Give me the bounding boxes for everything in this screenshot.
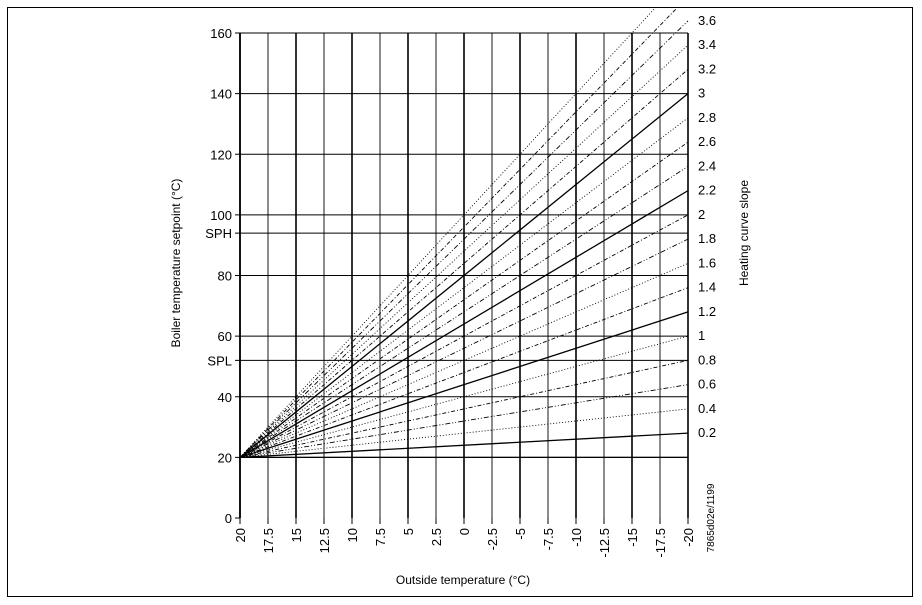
curve-slope-label: 3.2 xyxy=(698,61,716,76)
curve-slope-label: 0.6 xyxy=(698,377,716,392)
x-tick-label: -7.5 xyxy=(541,528,556,550)
tick-labels: SPH SPL 0.2 0.4 0.6 0.8 1 1.2 1.4 1.6 1.8 2 2.2 2.4 2.… xyxy=(205,0,716,558)
x-tick-label: 7.5 xyxy=(373,528,388,546)
heating-curve xyxy=(239,20,689,458)
x-tick-label: -17.5 xyxy=(653,528,668,558)
curve-slope-label: 2.8 xyxy=(698,110,716,125)
heating-curve xyxy=(239,0,664,458)
y-tick-label: 120 xyxy=(210,147,232,162)
y-tick-label: 0 xyxy=(225,511,232,526)
x-tick-label: -15 xyxy=(625,528,640,547)
x-tick-label: -10 xyxy=(569,528,584,547)
y-tick-label: 60 xyxy=(218,329,232,344)
y-tick-label: 160 xyxy=(210,26,232,41)
x-tick-label: 10 xyxy=(345,528,360,542)
figure-code: 7865d02e/1199 xyxy=(706,483,717,552)
heating-curve xyxy=(239,311,689,458)
heating-curve xyxy=(239,117,689,458)
x-tick-label: 2.5 xyxy=(429,528,444,546)
curve-slope-label: 2.4 xyxy=(698,158,716,173)
curve-slope-label: 1.6 xyxy=(698,255,716,270)
curve-slope-label: 1.2 xyxy=(698,304,716,319)
y-tick-label: 100 xyxy=(210,208,232,223)
right-axis-title: Heating curve slope xyxy=(737,180,751,286)
heating-curve xyxy=(239,262,689,458)
x-tick-label: 0 xyxy=(457,528,472,535)
curve-slope-label: 3.6 xyxy=(698,13,716,28)
y-tick-label: 140 xyxy=(210,87,232,102)
figure-frame: SPH SPL 0.2 0.4 0.6 0.8 1 1.2 1.4 1.6 1.8 2 2.2 2.4 2.… xyxy=(7,0,913,597)
heating-curve xyxy=(239,141,689,458)
curve-slope-label: 3.4 xyxy=(698,37,716,52)
x-tick-label: -12.5 xyxy=(597,528,612,558)
axes xyxy=(239,33,689,524)
heating-curve xyxy=(239,165,689,458)
x-tick-label: 15 xyxy=(289,528,304,542)
y-tick-label: 80 xyxy=(218,269,232,284)
x-tick-label: 17.5 xyxy=(261,528,276,553)
heating-curves xyxy=(239,0,689,459)
x-tick-label: 20 xyxy=(233,528,248,542)
curve-slope-label: 0.2 xyxy=(698,425,716,440)
x-tick-label: 12.5 xyxy=(317,528,332,553)
y-tick-label: 20 xyxy=(218,450,232,465)
curve-slope-label: 2 xyxy=(698,207,705,222)
x-tick-label: -20 xyxy=(681,528,696,547)
curve-slope-label: 1.4 xyxy=(698,280,716,295)
curve-slope-label: 1.8 xyxy=(698,231,716,246)
x-axis-title: Outside temperature (°C) xyxy=(396,573,530,587)
y-tick-label: 40 xyxy=(218,390,232,405)
heating-curve xyxy=(239,359,689,458)
heating-curve xyxy=(239,384,689,458)
curve-slope-label: 0.4 xyxy=(698,401,716,416)
curve-slope-label: 1 xyxy=(698,328,705,343)
marker-label-sph: SPH xyxy=(205,226,232,241)
heating-curve xyxy=(239,408,689,458)
curve-slope-label: 2.6 xyxy=(698,134,716,149)
x-tick-label: 5 xyxy=(401,528,416,535)
heating-curve xyxy=(239,432,689,459)
heating-curve xyxy=(239,44,689,458)
marker-label-spl: SPL xyxy=(207,353,232,368)
y-axis-title: Boiler temperature setpoint (°C) xyxy=(169,179,183,348)
curve-slope-label: 3 xyxy=(698,86,705,101)
x-tick-label: -2.5 xyxy=(485,528,500,550)
heating-curve xyxy=(239,190,689,458)
heating-curve xyxy=(239,93,689,458)
curve-slope-label: 0.8 xyxy=(698,352,716,367)
heating-curve xyxy=(239,238,689,458)
heating-curve-chart: SPH SPL 0.2 0.4 0.6 0.8 1 1.2 1.4 1.6 1.8 2 2.2 2.4 2.… xyxy=(169,0,751,587)
x-tick-label: -5 xyxy=(513,528,528,540)
heating-curve xyxy=(239,214,689,458)
heating-curve xyxy=(239,287,689,458)
heating-curve xyxy=(239,0,686,458)
curve-slope-label: 2.2 xyxy=(698,183,716,198)
